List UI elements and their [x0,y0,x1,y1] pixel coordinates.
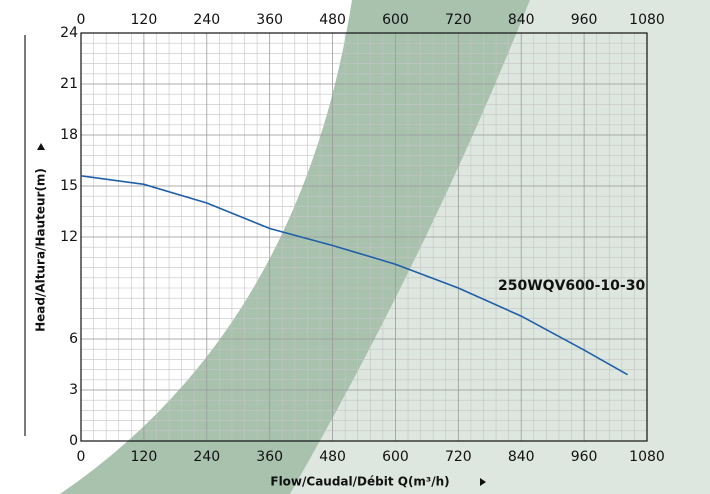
x-tick-label-top: 840 [508,12,535,28]
x-tick-label-top: 960 [571,12,598,28]
y-axis-title: Head/Altura/Hauteur(m) [34,168,48,332]
x-tick-label-top: 120 [131,12,158,28]
x-tick-label: 120 [131,449,158,465]
x-tick-label-top: 0 [77,12,86,28]
arrow [480,478,486,486]
x-tick-label: 480 [319,449,346,465]
x-tick-label: 0 [77,449,86,465]
x-tick-label: 960 [571,449,598,465]
x-tick-label: 600 [382,449,409,465]
x-tick-label: 720 [445,449,472,465]
x-axis-title: Flow/Caudal/Débit Q(m³/h) [270,475,449,489]
y-tick-label: 0 [69,433,78,449]
x-tick-label-top: 720 [445,12,472,28]
y-tick-label: 15 [60,178,78,194]
plot-frame [80,32,648,442]
curve [80,175,628,376]
y-tick-label: 6 [69,331,78,347]
x-tick-label-top: 480 [319,12,346,28]
x-tick-label: 840 [508,449,535,465]
series-label: 250WQV600-10-30 [498,278,645,294]
arrow [37,143,45,150]
y-tick-label: 3 [69,382,78,398]
grid [80,32,648,442]
x-tick-label-top: 240 [193,12,220,28]
y-tick-label: 24 [60,25,78,41]
x-tick-label-top: 600 [382,12,409,28]
y-tick-label: 12 [60,229,78,245]
x-tick-label: 360 [256,449,283,465]
x-tick-label: 1080 [629,449,665,465]
y-tick-label: 21 [60,76,78,92]
x-tick-label: 240 [193,449,220,465]
x-tick-label-top: 1080 [629,12,665,28]
x-tick-label-top: 360 [256,12,283,28]
y-tick-label: 18 [60,127,78,143]
